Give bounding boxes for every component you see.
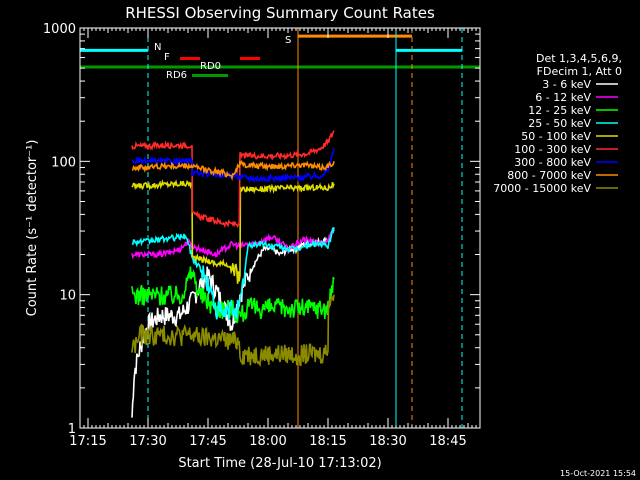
series-line-5 (131, 130, 335, 229)
legend-header: FDecim 1, Att 0 (537, 65, 622, 78)
vertical-marker-layer (79, 28, 463, 428)
legend-label: 6 - 12 keV (535, 91, 591, 104)
annotation-label-rd0: RD0 (200, 61, 221, 72)
x-tick-label: 17:30 (129, 434, 166, 449)
annotation-label-rd6: RD6 (166, 70, 187, 81)
x-tick-label: 18:00 (249, 434, 286, 449)
legend-label: 50 - 100 keV (521, 130, 591, 143)
series-line-0 (131, 227, 335, 418)
legend-label: 3 - 6 keV (542, 78, 591, 91)
y-tick-label: 1 (68, 422, 76, 437)
annotation-layer: NF RD0 RD6 S (80, 34, 480, 81)
x-axis-label: Start Time (28-Jul-10 17:13:02) (178, 456, 381, 471)
y-tick-label: 1000 (43, 22, 76, 37)
y-tick-label: 100 (51, 155, 76, 170)
legend-header: Det 1,3,4,5,6,9, (536, 52, 622, 65)
legend-label: 300 - 800 keV (514, 156, 591, 169)
legend-label: 100 - 300 keV (514, 143, 591, 156)
y-axis: 1 10 100 1000 (43, 22, 480, 437)
chart-title: RHESSI Observing Summary Count Rates (125, 4, 435, 22)
x-tick-label: 18:15 (309, 434, 346, 449)
series-line-8 (131, 294, 335, 367)
series-line-7 (131, 159, 335, 182)
series-line-2 (131, 266, 335, 324)
legend-label: 7000 - 15000 keV (493, 182, 591, 195)
legend-label: 800 - 7000 keV (507, 169, 591, 182)
series-line-4 (131, 179, 335, 284)
footer-timestamp: 15-Oct-2021 15:54 (560, 469, 636, 478)
series-line-1 (131, 227, 335, 260)
x-tick-label: 18:45 (429, 434, 466, 449)
legend-label: 25 - 50 keV (528, 117, 591, 130)
series-line-3 (131, 226, 335, 320)
x-tick-label: 18:30 (369, 434, 406, 449)
series-layer (131, 130, 335, 418)
y-tick-label: 10 (59, 289, 76, 304)
annotation-label-s: S (285, 35, 291, 46)
legend-label: 12 - 25 keV (528, 104, 591, 117)
y-axis-label: Count Rate (s⁻¹ detector⁻¹) (25, 140, 40, 317)
annotation-label-f: F (164, 52, 170, 63)
legend: Det 1,3,4,5,6,9,FDecim 1, Att 03 - 6 keV… (493, 52, 622, 195)
x-tick-label: 17:15 (69, 434, 106, 449)
annotation-label-n: N (154, 42, 161, 53)
x-tick-label: 17:45 (189, 434, 226, 449)
x-axis: 17:15 17:30 17:45 18:00 18:15 18:30 18:45 (69, 28, 481, 449)
plot-frame (79, 27, 481, 429)
